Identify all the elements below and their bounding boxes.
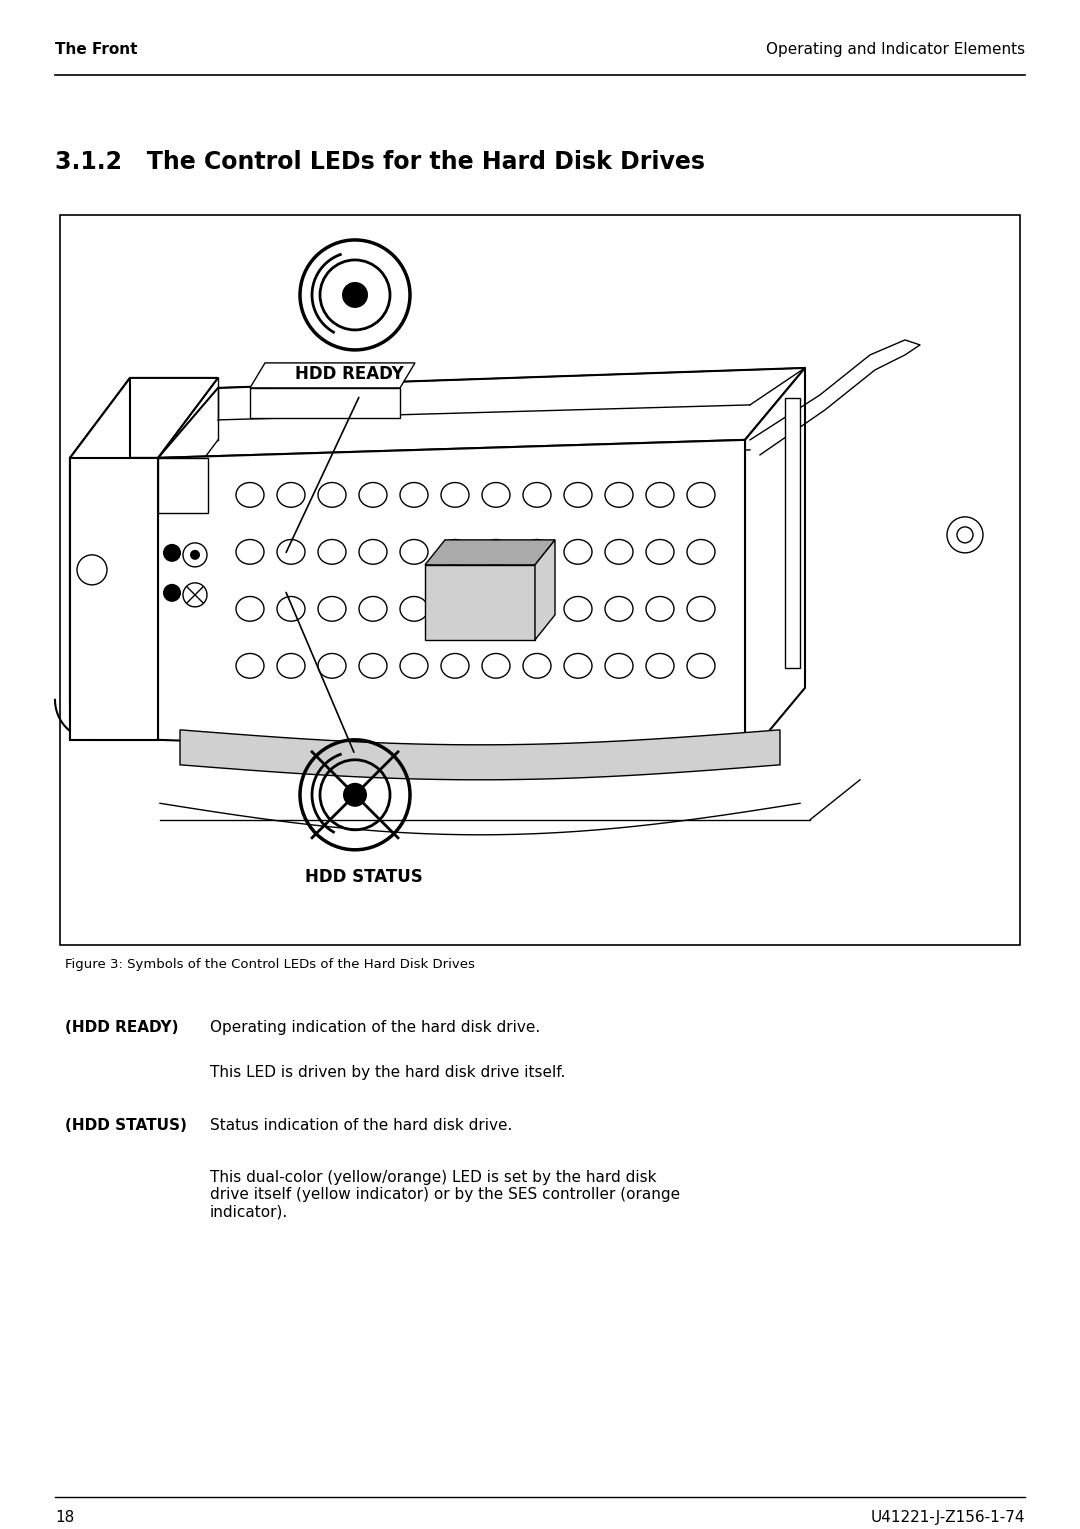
Polygon shape [426,540,555,564]
Text: HDD STATUS: HDD STATUS [305,868,422,885]
Text: This dual-color (yellow/orange) LED is set by the hard disk
drive itself (yellow: This dual-color (yellow/orange) LED is s… [210,1170,680,1220]
Text: The Front: The Front [55,41,137,57]
Text: This LED is driven by the hard disk drive itself.: This LED is driven by the hard disk driv… [210,1064,565,1079]
Circle shape [190,550,200,560]
Circle shape [343,783,367,807]
Polygon shape [70,378,130,740]
Polygon shape [249,362,415,388]
Text: 18: 18 [55,1509,75,1524]
Text: Operating and Indicator Elements: Operating and Indicator Elements [766,41,1025,57]
Polygon shape [70,378,218,457]
Polygon shape [180,729,780,780]
Text: U41221-J-Z156-1-74: U41221-J-Z156-1-74 [870,1509,1025,1524]
Polygon shape [745,368,805,760]
Bar [60,216,1020,945]
Circle shape [163,584,181,602]
Text: (HDD STATUS): (HDD STATUS) [65,1118,187,1133]
Text: Figure 3: Symbols of the Control LEDs of the Hard Disk Drives: Figure 3: Symbols of the Control LEDs of… [65,957,475,971]
Polygon shape [535,540,555,639]
Polygon shape [426,564,535,639]
Text: Status indication of the hard disk drive.: Status indication of the hard disk drive… [210,1118,512,1133]
Polygon shape [158,457,208,512]
Text: 3.1.2   The Control LEDs for the Hard Disk Drives: 3.1.2 The Control LEDs for the Hard Disk… [55,150,705,174]
Polygon shape [158,440,745,760]
Polygon shape [158,368,805,457]
Polygon shape [249,388,400,417]
Circle shape [342,281,368,307]
Polygon shape [70,457,158,740]
Text: HDD READY: HDD READY [295,365,404,382]
Polygon shape [785,398,800,668]
Circle shape [163,544,181,561]
Text: (HDD READY): (HDD READY) [65,1020,178,1035]
Text: Operating indication of the hard disk drive.: Operating indication of the hard disk dr… [210,1020,540,1035]
